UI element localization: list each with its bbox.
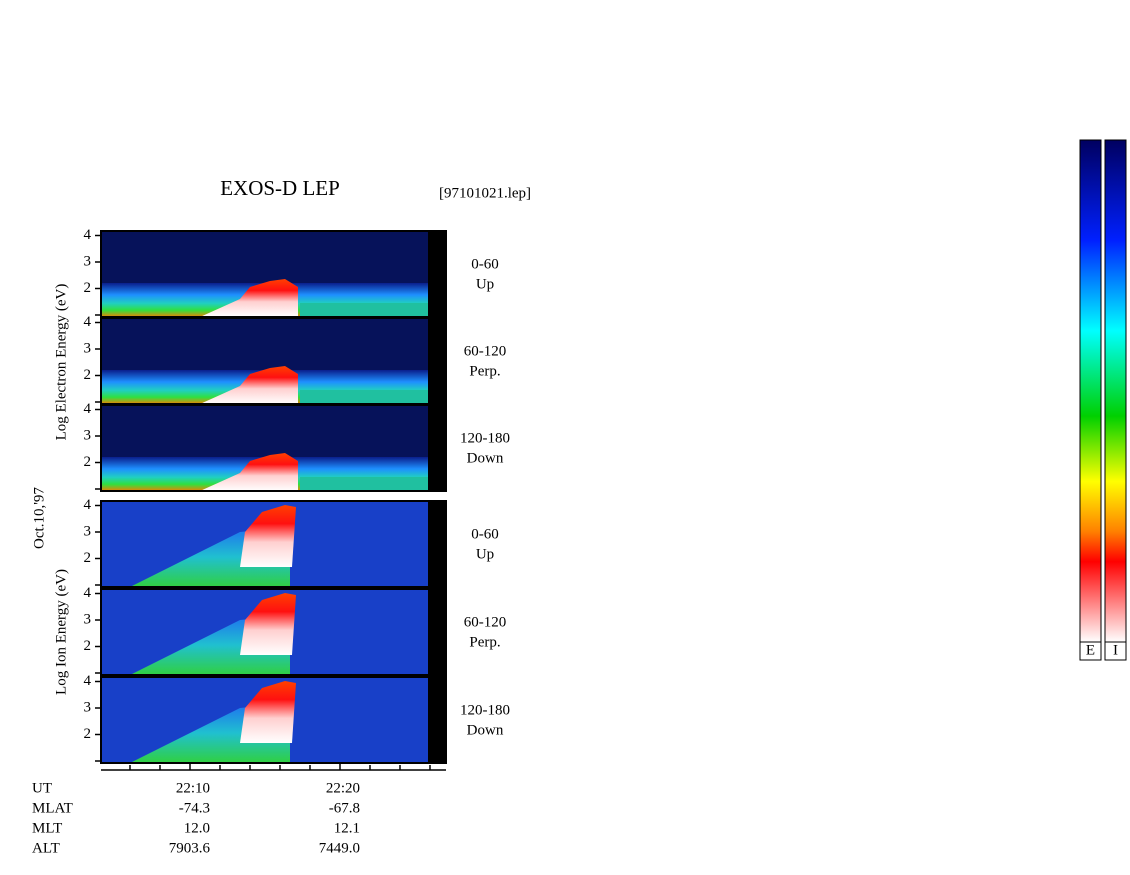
panel-frame [100, 676, 447, 764]
spectrogram-band [300, 303, 428, 317]
colorbar-label: E [1086, 642, 1095, 658]
spectrograms: 2 3 4 0-60 Up 2 3 4 60-120 Perp. 2 3 4 120-180 Down Log… [53, 227, 510, 764]
ephemeris-name: MLAT [32, 800, 73, 816]
pitch-direction: Perp. [469, 363, 500, 379]
pitch-direction: Up [476, 276, 494, 292]
pitch-direction: Down [467, 450, 504, 466]
date-label: Oct.10,'97 [31, 487, 47, 549]
ephemeris-value: 22:10 [176, 780, 210, 796]
y-tick-label: 4 [84, 585, 92, 601]
y-tick-label: 2 [84, 726, 92, 742]
time-axis [101, 762, 446, 771]
spectrogram-hot [200, 453, 298, 491]
panel-frame [100, 500, 447, 588]
y-tick-label: 3 [84, 340, 92, 356]
ephemeris-value: -67.8 [329, 800, 360, 816]
no-data [428, 589, 446, 675]
y-tick-label: 4 [84, 227, 92, 243]
panel-frame [100, 588, 447, 676]
ephemeris-name: ALT [32, 840, 60, 856]
ephemeris-value: 7449.0 [319, 840, 360, 856]
y-tick-label: 3 [84, 427, 92, 443]
no-data [428, 318, 446, 404]
spectrogram-hot [240, 681, 296, 743]
file-label: [97101021.lep] [439, 185, 531, 201]
y-tick-label: 4 [84, 401, 92, 417]
y-tick-label: 2 [84, 454, 92, 470]
colorbar-label: I [1113, 642, 1118, 658]
y-tick-label: 4 [84, 497, 92, 513]
no-data [428, 677, 446, 763]
y-axis-label: Log Electron Energy (eV) [53, 284, 69, 441]
spectrogram-hot [200, 279, 298, 317]
y-tick-label: 2 [84, 550, 92, 566]
ephemeris-value: 12.0 [184, 820, 210, 836]
spectrogram-band [300, 390, 428, 404]
colorbar-box [1104, 641, 1127, 661]
spectrogram-hot [200, 366, 298, 404]
colorbar-box [1079, 641, 1102, 661]
title: EXOS-D LEP [220, 176, 340, 200]
ephemeris-value: 7903.6 [169, 840, 211, 856]
ephemeris-name: MLT [32, 820, 62, 836]
y-tick-label: 2 [84, 638, 92, 654]
ephemeris-value: 12.1 [334, 820, 360, 836]
ephemeris-value: -74.3 [179, 800, 210, 816]
y-tick-label: 3 [84, 611, 92, 627]
colorbar [1104, 139, 1127, 643]
y-tick-label: 3 [84, 523, 92, 539]
pitch-range: 0-60 [471, 256, 499, 272]
spectrogram-hot [240, 593, 296, 655]
colorbar [1079, 139, 1102, 643]
spectrogram-hot [240, 505, 296, 567]
ephemeris-value: 22:20 [326, 780, 360, 796]
pitch-direction: Perp. [469, 634, 500, 650]
y-tick-label: 4 [84, 673, 92, 689]
pitch-range: 60-120 [464, 343, 507, 359]
y-tick-label: 2 [84, 280, 92, 296]
y-tick-label: 2 [84, 367, 92, 383]
pitch-range: 0-60 [471, 526, 499, 542]
ephemeris: UT 22:10 22:20 MLAT -74.3 -67.8 MLT 12.0 12.1 ALT… [32, 780, 360, 856]
ephemeris-name: UT [32, 780, 52, 796]
y-tick-label: 4 [84, 314, 92, 330]
y-axis-label: Log Ion Energy (eV) [53, 569, 69, 695]
spectrogram-band [300, 477, 428, 491]
y-tick-label: 3 [84, 699, 92, 715]
no-data [428, 501, 446, 587]
panel-frame [100, 404, 447, 492]
pitch-range: 120-180 [460, 430, 510, 446]
pitch-range: 60-120 [464, 614, 507, 630]
pitch-direction: Up [476, 546, 494, 562]
no-data [428, 405, 446, 491]
y-tick-label: 3 [84, 253, 92, 269]
pitch-range: 120-180 [460, 702, 510, 718]
pitch-direction: Down [467, 722, 504, 738]
no-data [428, 231, 446, 317]
